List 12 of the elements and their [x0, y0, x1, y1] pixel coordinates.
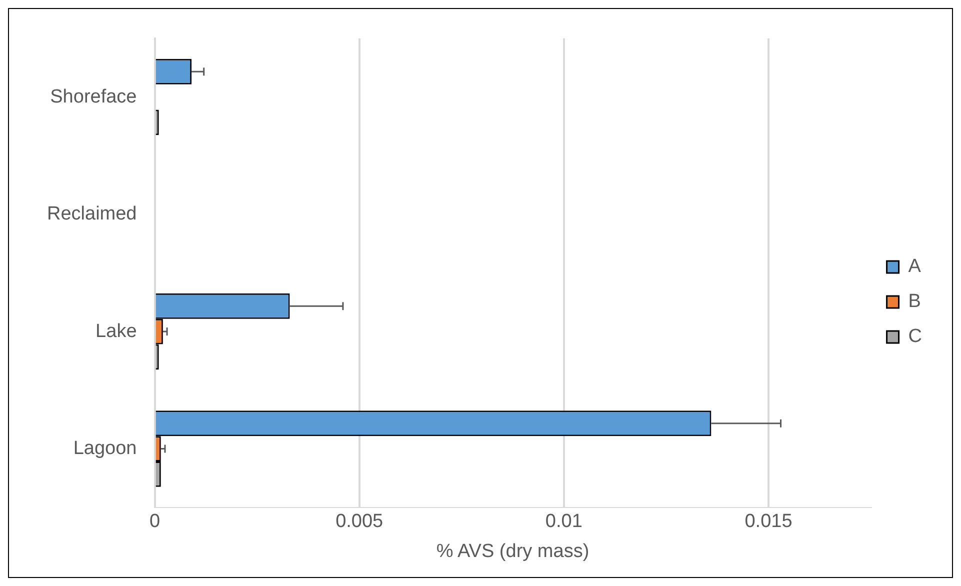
x-tick-label: 0.01: [545, 511, 582, 532]
y-tick-label: Shoreface: [50, 86, 137, 108]
y-tick-label: Lagoon: [73, 438, 137, 460]
legend-label: C: [908, 326, 922, 348]
x-axis-title: % AVS (dry mass): [436, 540, 590, 562]
x-tick-label: 0: [149, 511, 160, 532]
legend-label: A: [908, 256, 922, 278]
y-tick-label: Reclaimed: [46, 204, 137, 225]
x-tick-label: 0.015: [744, 511, 792, 532]
legend-label: B: [908, 291, 921, 312]
y-tick-label: Lake: [96, 320, 137, 342]
x-tick-label: 0.005: [336, 511, 384, 532]
